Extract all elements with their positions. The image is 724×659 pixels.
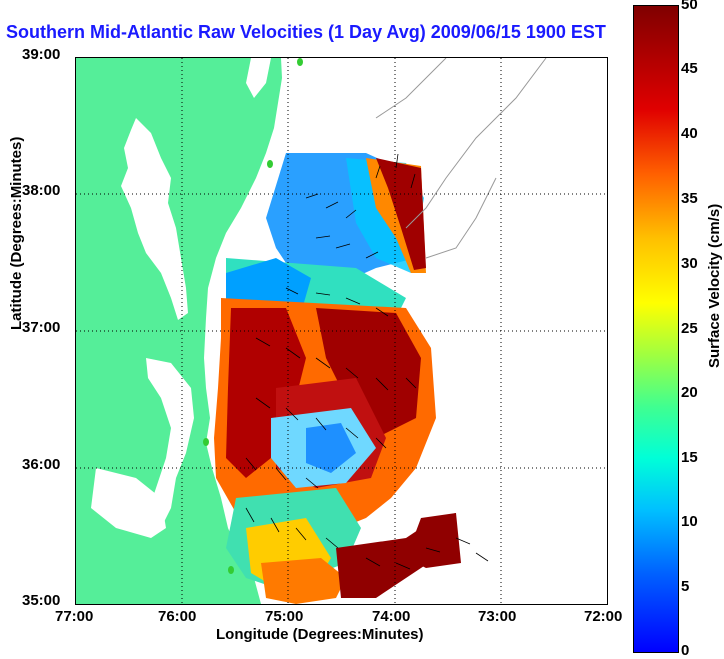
station-marker xyxy=(267,160,273,168)
colorbar-tick-30: 30 xyxy=(681,255,698,272)
delaware-bay xyxy=(246,58,271,98)
colorbar-tick-10: 10 xyxy=(681,513,698,530)
lon-tick-73: 73:00 xyxy=(478,608,517,625)
station-marker xyxy=(297,58,303,66)
velocity-arrows xyxy=(245,153,489,570)
colorbar-tick-5: 5 xyxy=(681,578,690,595)
colorbar-tick-25: 25 xyxy=(681,320,698,337)
lat-tick-38: 38:00 xyxy=(22,182,61,199)
map-title: Southern Mid-Atlantic Raw Velocities (1 … xyxy=(6,22,606,42)
colorbar-tick-50: 50 xyxy=(681,0,698,13)
colorbar-tick-35: 35 xyxy=(681,190,698,207)
chesapeake-bay xyxy=(121,118,188,320)
station-marker xyxy=(228,566,234,574)
map-plot-area[interactable] xyxy=(75,57,608,605)
sound-water-2 xyxy=(91,468,166,538)
lon-tick-72: 72:00 xyxy=(584,608,623,625)
lon-tick-76: 76:00 xyxy=(158,608,197,625)
sound-water xyxy=(146,358,194,528)
lat-tick-36: 36:00 xyxy=(22,456,61,473)
bathymetry-contour xyxy=(375,58,547,259)
station-markers xyxy=(203,58,303,574)
lon-tick-75: 75:00 xyxy=(265,608,304,625)
y-axis-label: Latitude (Degrees:Minutes) xyxy=(8,136,25,330)
velocity-field xyxy=(214,153,461,604)
colorbar-tick-40: 40 xyxy=(681,125,698,142)
colorbar-label: Surface Velocity (cm/s) xyxy=(706,203,723,368)
colorbar-tick-20: 20 xyxy=(681,384,698,401)
colorbar-tick-45: 45 xyxy=(681,60,698,77)
station-marker xyxy=(203,438,209,446)
x-axis-label: Longitude (Degrees:Minutes) xyxy=(216,626,424,643)
lon-tick-77: 77:00 xyxy=(55,608,94,625)
colorbar-tick-15: 15 xyxy=(681,449,698,466)
lat-tick-35: 35:00 xyxy=(22,592,61,609)
lat-tick-37: 37:00 xyxy=(22,319,61,336)
lat-tick-39: 39:00 xyxy=(22,46,61,63)
grid-lines xyxy=(76,58,607,604)
lon-tick-74: 74:00 xyxy=(372,608,411,625)
colorbar xyxy=(633,5,679,653)
colorbar-tick-0: 0 xyxy=(681,642,690,659)
map-canvas xyxy=(76,58,607,604)
